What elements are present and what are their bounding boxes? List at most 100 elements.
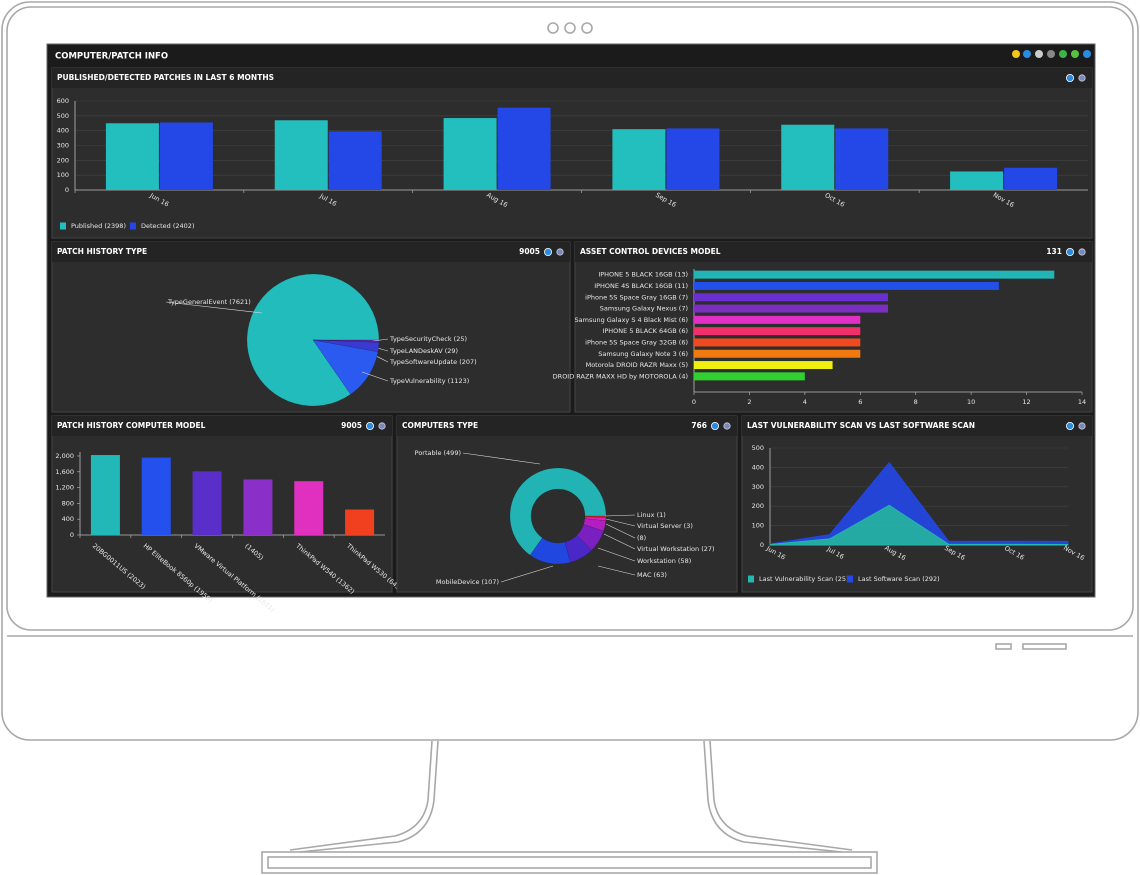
leader-line (597, 547, 636, 562)
panel (51, 67, 1093, 239)
favorite-icon[interactable] (1012, 50, 1020, 58)
y-tick-label: Samsung Galaxy Nexus (7) (600, 305, 688, 313)
donut-slice (583, 518, 606, 532)
legend-swatch (60, 222, 66, 230)
legend-swatch (748, 575, 754, 583)
bar (694, 304, 888, 313)
settings-icon[interactable] (378, 422, 386, 430)
y-tick-label: iPhone 5S Space Gray 32GB (6) (585, 338, 688, 346)
y-tick-label: 800 (62, 499, 74, 507)
y-tick-label: 500 (752, 444, 764, 452)
bar (950, 171, 1004, 190)
export-icon[interactable] (1059, 50, 1067, 58)
legend-swatch (130, 222, 136, 230)
slice-label: TypeLANDeskAV (29) (389, 347, 458, 355)
bar (694, 349, 861, 358)
x-tick-label: 0 (692, 398, 696, 406)
bar (243, 479, 273, 535)
toolbar[interactable] (1012, 50, 1091, 58)
bar (694, 270, 1055, 279)
legend-swatch (847, 575, 853, 583)
pie-slice (312, 339, 380, 343)
info-icon[interactable] (1083, 50, 1091, 58)
pie-slice (246, 273, 380, 407)
bar (612, 129, 666, 190)
slice-label: Linux (1) (637, 511, 666, 519)
panel-title: PATCH HISTORY COMPUTER MODEL (57, 421, 206, 430)
y-tick-label: 400 (62, 515, 74, 523)
bar (1004, 167, 1058, 190)
bar (835, 128, 889, 190)
legend-label: Detected (2402) (141, 222, 194, 230)
y-tick-label: IPHONE 4S BLACK 16GB (11) (594, 282, 688, 290)
info-icon[interactable] (544, 247, 553, 256)
leader-line (605, 518, 636, 527)
monitor-frame (1, 1, 1139, 741)
leader-line (165, 301, 263, 314)
y-tick-label: 500 (57, 112, 69, 120)
settings-icon[interactable] (723, 422, 731, 430)
info-icon[interactable] (1066, 74, 1075, 83)
bar (105, 123, 159, 190)
info-icon[interactable] (1066, 247, 1075, 256)
x-tick-label: 14 (1078, 398, 1086, 406)
y-tick-label: 0 (70, 531, 74, 539)
slice-label: (8) (637, 534, 646, 542)
y-tick-label: DROID RAZR MAXX HD by MOTOROLA (4) (553, 372, 688, 380)
button (1022, 643, 1067, 650)
panel-total: 131 (1046, 247, 1062, 256)
panel-total: 9005 (341, 421, 362, 430)
panel-title: PATCH HISTORY TYPE (57, 247, 147, 256)
panel-title: COMPUTERS TYPE (402, 421, 478, 430)
bar (192, 471, 222, 535)
info-icon[interactable] (365, 421, 374, 430)
y-tick-label: 0 (760, 541, 764, 549)
settings-icon[interactable] (1078, 422, 1086, 430)
slice-label: MAC (63) (637, 571, 667, 579)
link-icon[interactable] (1047, 50, 1055, 58)
settings-icon[interactable] (556, 248, 564, 256)
bar (694, 293, 888, 302)
y-tick-label: iPhone 5S Space Gray 16GB (7) (585, 293, 688, 301)
x-tick-label: 6 (858, 398, 862, 406)
bar (694, 327, 861, 336)
filter-icon[interactable] (1035, 50, 1043, 58)
y-tick-label: 400 (752, 463, 764, 471)
settings-icon[interactable] (1078, 248, 1086, 256)
y-tick-label: Samsung Galaxy S 4 Black Mist (6) (575, 316, 689, 324)
bar (781, 124, 835, 190)
leader-line (603, 533, 636, 550)
monitor-stand (289, 740, 853, 853)
y-tick-label: 100 (57, 171, 69, 179)
slice-label: TypeGeneralEvent (7621) (167, 298, 251, 306)
bar (694, 338, 861, 347)
info-icon[interactable] (711, 421, 720, 430)
panel-total: 766 (691, 421, 707, 430)
monitor-base (267, 856, 872, 869)
panel-title: PUBLISHED/DETECTED PATCHES IN LAST 6 MON… (57, 73, 274, 82)
slice-label: Workstation (58) (637, 557, 691, 565)
y-tick-label: 1,600 (55, 468, 74, 476)
panel-header (397, 416, 737, 436)
bar (666, 128, 720, 190)
y-tick-label: IPHONE 5 BLACK 16GB (13) (598, 271, 688, 279)
pie-slice (312, 339, 380, 353)
dashboard-title: COMPUTER/PATCH INFO (55, 52, 168, 62)
bar (294, 481, 324, 535)
monitor-screen-edge (6, 6, 1134, 631)
x-tick-label: 2 (747, 398, 751, 406)
panel-header (52, 68, 1092, 88)
bar (497, 107, 551, 190)
bar (694, 315, 861, 324)
leader-line (500, 565, 554, 583)
settings-icon[interactable] (1078, 74, 1086, 82)
donut-slice (584, 516, 607, 521)
panel (574, 241, 1093, 413)
refresh-icon[interactable] (1023, 50, 1031, 58)
settings-icon[interactable] (1071, 50, 1079, 58)
x-tick-label: 12 (1022, 398, 1030, 406)
y-tick-label: Motorola DROID RAZR Maxx (5) (586, 361, 688, 369)
bar (90, 455, 120, 535)
panel-header (52, 242, 570, 262)
info-icon[interactable] (1066, 421, 1075, 430)
